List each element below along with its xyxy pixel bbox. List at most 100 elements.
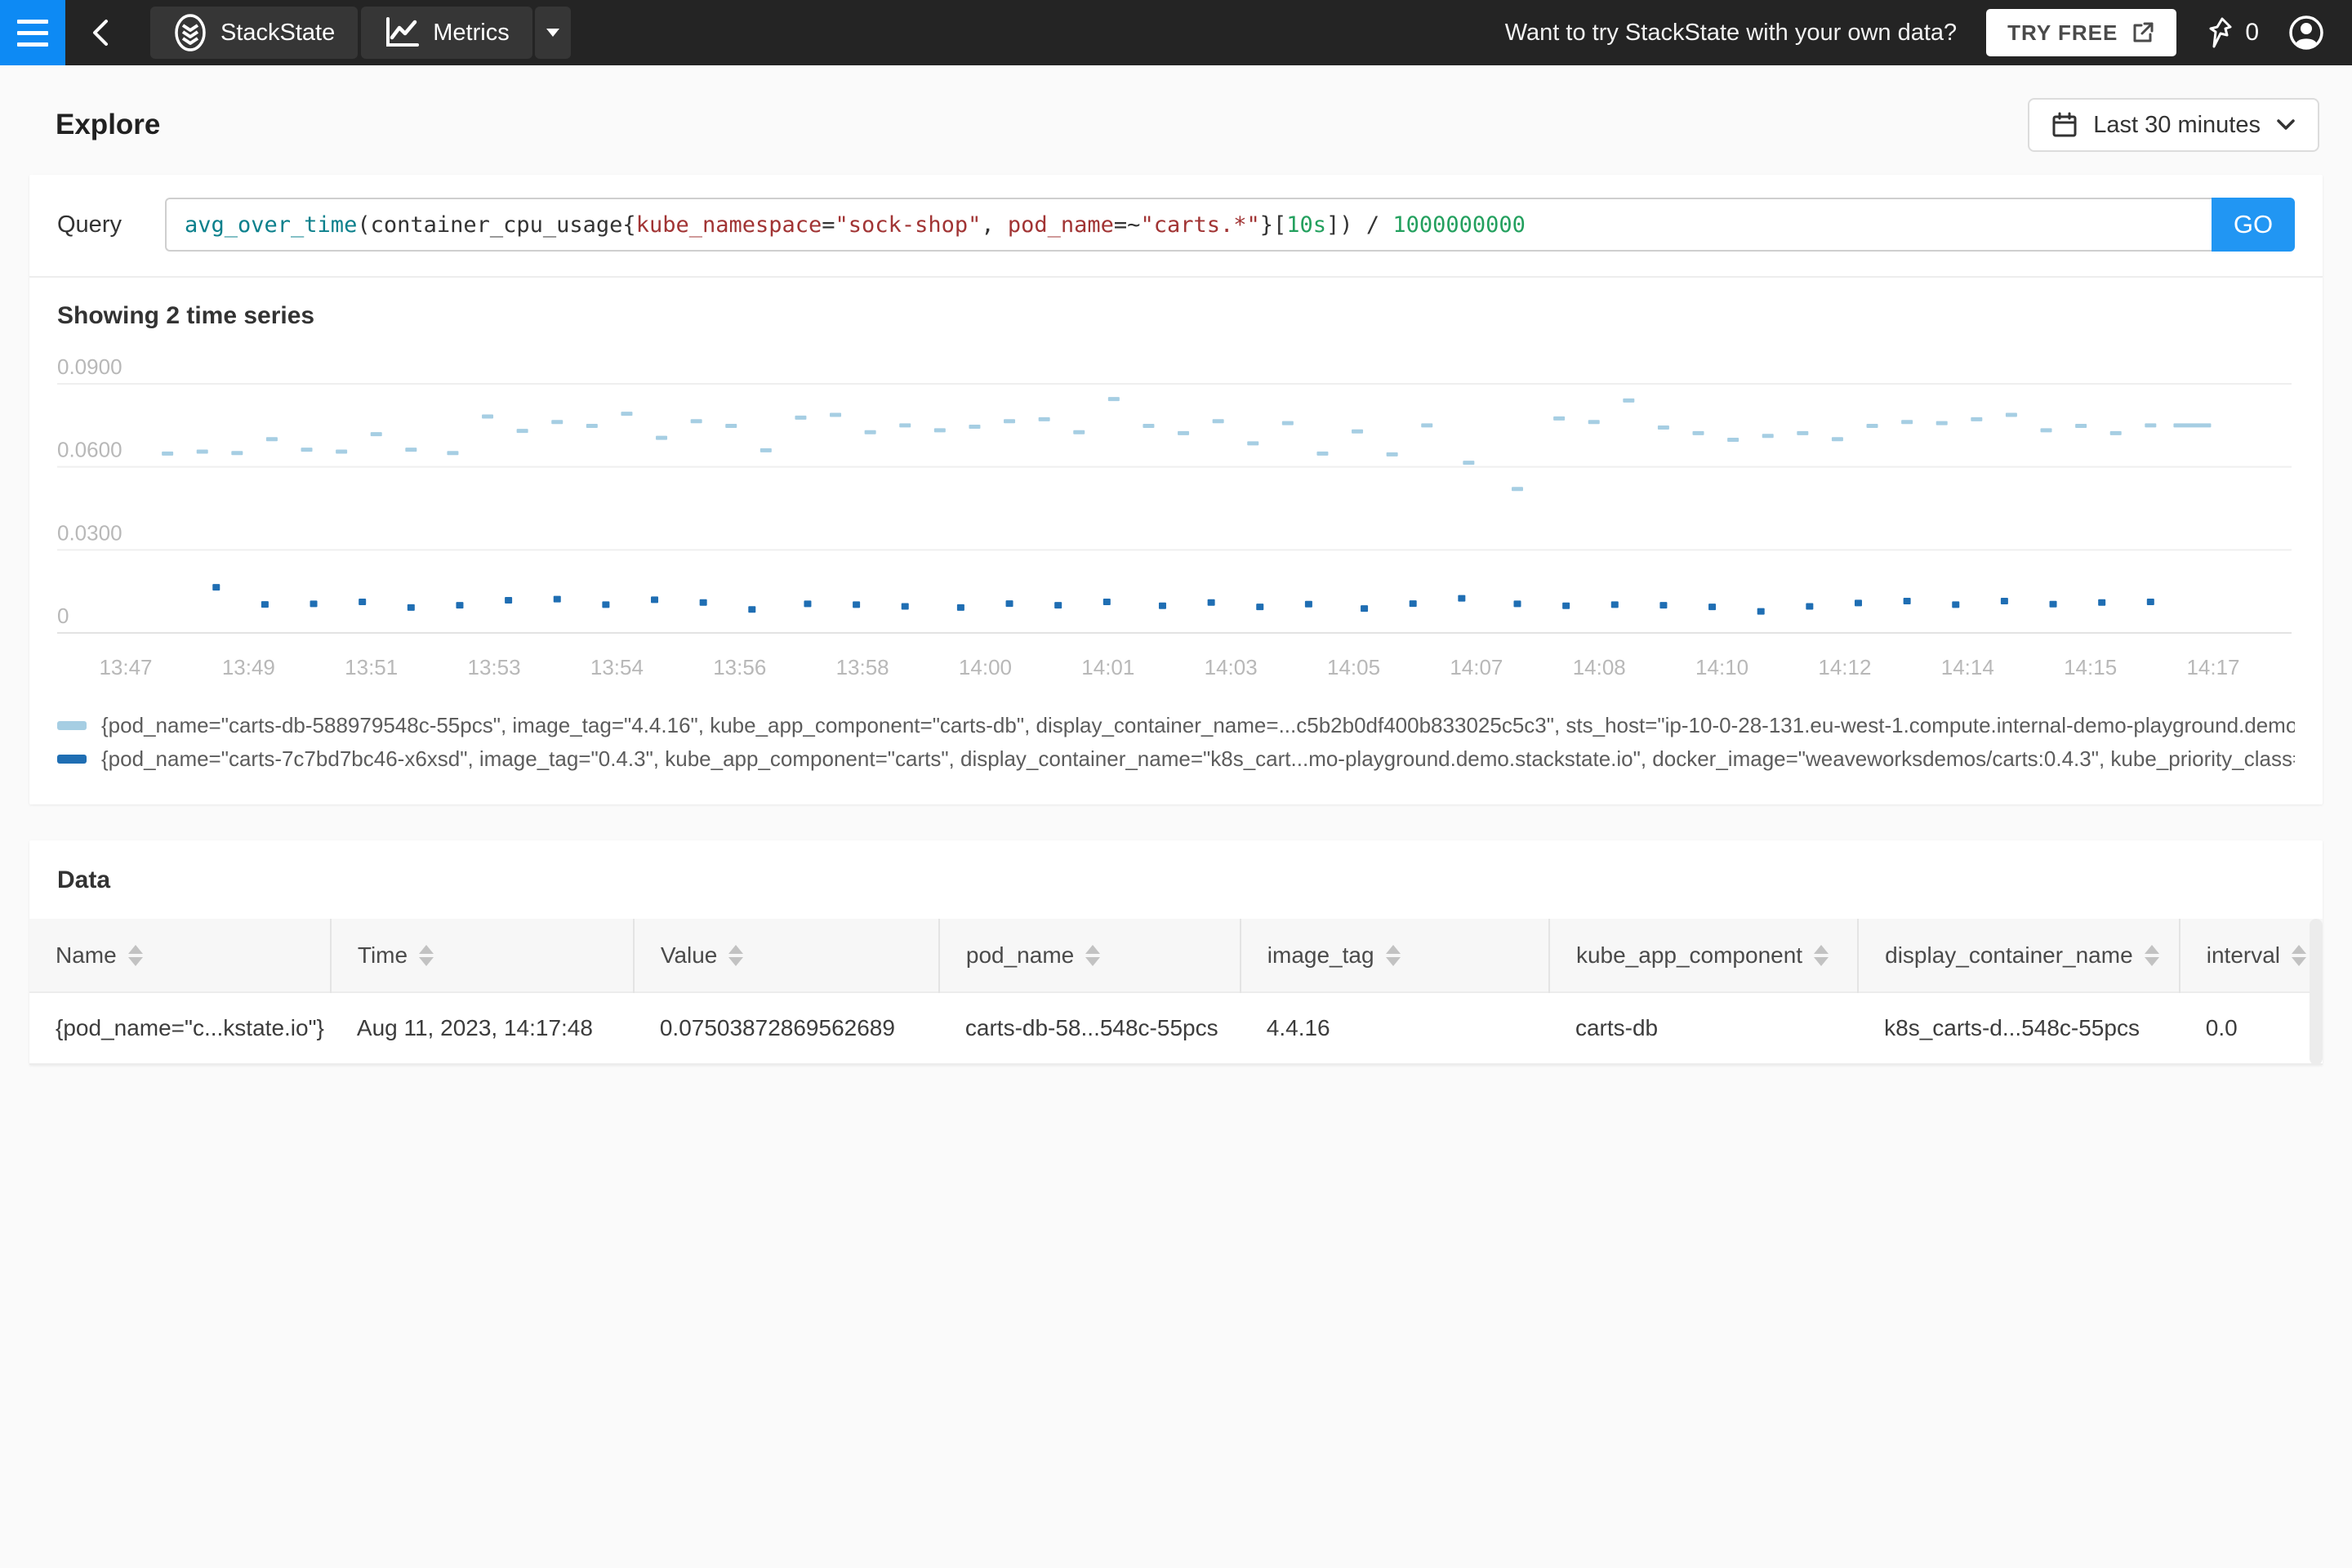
query-token: 1000000000 <box>1392 212 1526 238</box>
x-axis-label: 14:10 <box>1695 655 1748 679</box>
go-button[interactable]: GO <box>2212 198 2295 252</box>
data-point <box>2098 599 2106 606</box>
column-header-name[interactable]: Name <box>29 919 331 992</box>
data-point <box>1797 430 1809 435</box>
query-token: kube_namespace <box>635 212 822 238</box>
data-point <box>2005 412 2017 417</box>
tab-dropdown-button[interactable] <box>534 7 571 59</box>
data-point <box>1971 416 1983 421</box>
tab-metrics[interactable]: Metrics <box>361 7 532 59</box>
data-point <box>1143 424 1155 429</box>
query-token: (container_cpu_usage{ <box>357 212 636 238</box>
metrics-chart-icon <box>386 17 420 47</box>
data-table-header: Name Time Value pod_name image_tag kube_app_c… <box>29 919 2323 992</box>
chevron-down-icon <box>2277 119 2295 130</box>
timeseries-chart: 0.0900 0.0600 0.0300 0 13:47 13:49 13:51 13:53 1… <box>57 354 2292 679</box>
time-range-label: Last 30 minutes <box>2093 111 2261 138</box>
x-axis-label: 13:49 <box>222 655 275 679</box>
data-point <box>899 423 911 428</box>
x-axis-label: 13:47 <box>99 655 152 679</box>
data-point <box>1588 420 1600 425</box>
column-header-time[interactable]: Time <box>329 919 634 992</box>
column-header-pod-name[interactable]: pod_name <box>938 919 1241 992</box>
sort-icon[interactable] <box>1385 944 1401 966</box>
column-header-kube-app-component[interactable]: kube_app_component <box>1548 919 1859 992</box>
x-axis-label: 14:14 <box>1941 655 1994 679</box>
x-axis-label: 14:07 <box>1450 655 1503 679</box>
column-header-image-tag[interactable]: image_tag <box>1239 919 1549 992</box>
hamburger-menu-button[interactable] <box>0 0 65 65</box>
pin-count-badge: 0 <box>2245 19 2259 46</box>
data-point <box>1657 425 1669 430</box>
query-token: ]) / <box>1326 212 1393 238</box>
data-point <box>1562 602 1570 609</box>
tab-stackstate[interactable]: StackState <box>150 7 359 59</box>
data-point <box>1692 430 1704 435</box>
table-cell: carts-db <box>1548 991 1859 1065</box>
x-axis-label: 14:15 <box>2064 655 2117 679</box>
x-axis-label: 14:17 <box>2186 655 2239 679</box>
sort-icon[interactable] <box>728 944 744 966</box>
x-axis-label: 14:01 <box>1081 655 1134 679</box>
data-point <box>196 449 208 454</box>
time-range-button[interactable]: Last 30 minutes <box>2028 98 2319 152</box>
data-point <box>1281 421 1294 425</box>
data-point <box>261 601 269 608</box>
data-point <box>2075 424 2087 429</box>
column-header-label: image_tag <box>1267 942 1374 968</box>
sort-icon[interactable] <box>2292 944 2307 966</box>
data-point <box>2109 430 2122 435</box>
data-point <box>2145 423 2157 428</box>
data-point <box>1247 441 1259 446</box>
data-point <box>407 604 415 611</box>
data-point <box>2040 428 2052 433</box>
data-point <box>2000 598 2008 605</box>
data-section-title: Data <box>57 866 111 893</box>
data-point <box>725 424 737 429</box>
sort-icon[interactable] <box>2144 944 2159 966</box>
data-point <box>1659 602 1668 609</box>
legend-row[interactable]: {pod_name="carts-7c7bd7bc46-x6xsd", imag… <box>57 746 2295 772</box>
data-point <box>760 448 772 452</box>
y-axis-label: 0.0600 <box>57 438 122 462</box>
column-header-display-container-name[interactable]: display_container_name <box>1857 919 2180 992</box>
data-point <box>1386 452 1398 457</box>
data-point <box>1903 598 1911 605</box>
data-point <box>301 448 313 452</box>
sort-icon[interactable] <box>1085 944 1101 966</box>
legend-row[interactable]: {pod_name="carts-db-588979548c-55pcs", i… <box>57 713 2295 738</box>
data-point <box>1831 437 1843 442</box>
promo-text: Want to try StackState with your own dat… <box>1504 19 1958 46</box>
data-point <box>1352 429 1364 434</box>
column-header-value[interactable]: Value <box>632 919 939 992</box>
pin-icon <box>2209 17 2232 48</box>
back-button[interactable] <box>65 0 139 65</box>
try-free-button[interactable]: TRY FREE <box>1986 9 2177 56</box>
chart-legend: {pod_name="carts-db-588979548c-55pcs", i… <box>57 713 2295 772</box>
data-point <box>1038 416 1050 421</box>
table-cell: 0.07503872869562689 <box>633 991 939 1065</box>
query-input[interactable]: avg_over_time (container_cpu_usage{kube_n… <box>165 198 2212 252</box>
user-avatar-button[interactable] <box>2288 15 2324 51</box>
sort-icon[interactable] <box>1814 944 1829 966</box>
legend-swatch-icon <box>57 755 87 764</box>
query-token: "sock-shop" <box>835 212 982 238</box>
data-point <box>1421 423 1433 428</box>
data-point <box>1102 599 1111 606</box>
column-header-interval[interactable]: interval <box>2178 919 2323 992</box>
data-point <box>1158 602 1166 609</box>
data-point <box>804 600 812 608</box>
table-scrollbar[interactable] <box>2310 919 2323 1065</box>
data-point <box>2173 423 2212 428</box>
data-point <box>1207 599 1215 606</box>
query-token: =~ <box>1113 212 1141 238</box>
table-row[interactable]: {pod_name="c...kstate.io"} Aug 11, 2023, … <box>29 991 2323 1065</box>
data-point <box>505 597 513 604</box>
y-axis-label: 0 <box>57 604 69 628</box>
pinned-items-button[interactable]: 0 <box>2206 16 2259 49</box>
query-token: "carts.*" <box>1140 212 1260 238</box>
chart-title: Showing 2 time series <box>57 302 315 329</box>
sort-icon[interactable] <box>127 944 143 966</box>
x-axis-label: 13:58 <box>836 655 889 679</box>
sort-icon[interactable] <box>419 944 434 966</box>
